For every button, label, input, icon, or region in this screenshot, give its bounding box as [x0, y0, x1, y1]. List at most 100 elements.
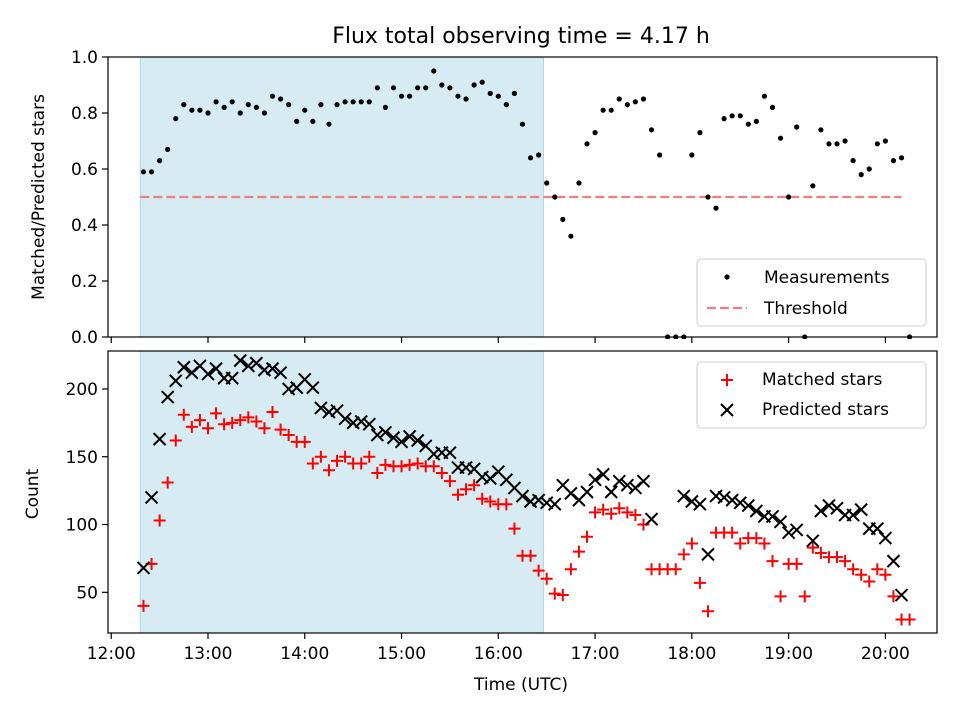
matched-point [572, 545, 585, 558]
predicted-point [612, 474, 626, 488]
top-chart-title: Flux total observing time = 4.17 h [332, 24, 710, 49]
matched-point [564, 563, 577, 576]
predicted-point [773, 515, 788, 529]
matched-point [250, 415, 263, 428]
x-tick-label: 16:00 [474, 644, 523, 664]
matched-point [597, 503, 610, 516]
measurement-point [761, 93, 768, 99]
matched-point [839, 555, 852, 568]
measurement-point [794, 124, 800, 130]
predicted-point [233, 353, 247, 368]
measurement-point [769, 104, 776, 110]
measurement-point [407, 93, 413, 99]
predicted-point [685, 494, 699, 509]
matched-point [847, 563, 860, 576]
measurement-point [536, 152, 542, 158]
predicted-point [144, 490, 159, 505]
measurement-point [189, 107, 195, 113]
matched-point [484, 495, 497, 508]
matched-point [831, 551, 844, 564]
predicted-point [604, 485, 618, 499]
predicted-point [725, 493, 739, 507]
top-legend: Measurements Threshold [696, 258, 927, 327]
matched-point [298, 435, 311, 448]
predicted-point [733, 496, 747, 510]
matched-point [734, 537, 747, 550]
x-tick-label: 14:00 [280, 644, 329, 664]
predicted-point [814, 504, 828, 518]
measurement-point [302, 107, 308, 113]
predicted-point [701, 547, 715, 562]
matched-point [210, 407, 223, 420]
matched-point [177, 408, 190, 421]
matched-point [468, 479, 481, 492]
predicted-point [354, 414, 368, 429]
measurement-point [237, 110, 243, 116]
measurement-point [358, 99, 364, 105]
measurement-point [898, 155, 905, 161]
predicted-point [169, 374, 183, 388]
measurement-point [624, 102, 630, 108]
measurement-point [318, 102, 324, 108]
bottom-y-tick-label: 150 [66, 448, 98, 468]
predicted-point [241, 359, 256, 373]
predicted-point [693, 497, 707, 511]
measurement-point [326, 121, 332, 127]
predicted-point [886, 554, 901, 568]
measurement-point [423, 85, 429, 91]
measurement-point [745, 121, 751, 127]
measurement-point [511, 90, 518, 96]
measurement-point [286, 102, 292, 108]
matched-point [524, 549, 537, 562]
matched-point [282, 429, 295, 442]
predicted-point [870, 521, 885, 536]
matched-point [500, 498, 513, 511]
x-axis-label: Time (UTC) [473, 675, 568, 695]
matched-point [879, 568, 892, 581]
matched-point [540, 572, 553, 585]
measurement-point [818, 127, 824, 133]
measurements-series [140, 68, 913, 339]
top-y-tick-label: 0.0 [71, 328, 98, 348]
measurement-point [157, 158, 163, 164]
predicted-point [265, 361, 280, 376]
predicted-point [596, 467, 610, 482]
bottom-shaded-interval [140, 351, 544, 633]
measurement-point [463, 96, 469, 102]
measurement-point [560, 216, 566, 222]
measurement-point [592, 130, 598, 136]
predicted-point [410, 433, 425, 448]
measurement-point [221, 104, 227, 110]
measurement-point [310, 118, 316, 124]
predicted-point [878, 531, 893, 545]
measurement-point [495, 93, 501, 99]
predicted-point [580, 485, 594, 499]
predicted-point [636, 474, 651, 488]
predicted-point [548, 497, 562, 511]
predicted-point [531, 493, 546, 507]
matched-point [403, 458, 416, 471]
measurement-point [269, 93, 276, 99]
measurement-point [640, 96, 647, 102]
measurement-point [277, 96, 284, 102]
measurement-point [519, 121, 526, 127]
predicted-point [402, 429, 417, 444]
top-y-tick-label: 1.0 [71, 48, 98, 68]
matched-point [137, 599, 150, 612]
matched-point [726, 526, 739, 539]
measurement-point [334, 102, 340, 108]
predicted-point [225, 371, 239, 385]
measurement-point [165, 146, 171, 152]
measurement-point [253, 104, 259, 110]
matched-point [863, 575, 876, 588]
matched-point [435, 467, 448, 480]
bottom-y-axis-label: Count [23, 468, 43, 519]
x-tick-label: 19:00 [764, 644, 813, 664]
measurement-point [382, 104, 389, 110]
measurement-point [576, 180, 582, 186]
measurement-point [366, 99, 372, 105]
matched-point [331, 454, 344, 467]
bottom-legend-box [696, 361, 927, 429]
matched-point [903, 613, 916, 626]
measurement-point [455, 93, 461, 99]
